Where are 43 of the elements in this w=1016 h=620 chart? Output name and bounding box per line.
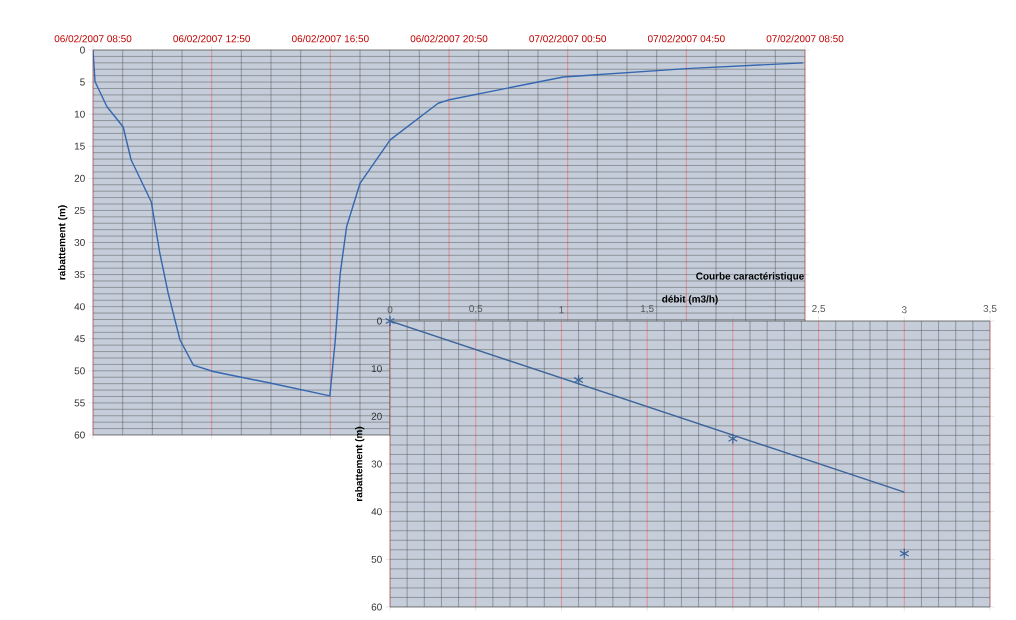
- x-axis-title: débit (m3/h): [662, 295, 718, 305]
- x-tick-label: 0,5: [469, 305, 483, 314]
- y-tick-label: 50: [371, 555, 382, 563]
- y-tick-label: 15: [74, 142, 85, 150]
- line-series: [93, 50, 804, 397]
- y-tick-label: 10: [74, 110, 85, 118]
- point: [727, 433, 738, 445]
- y-tick-label: 45: [74, 335, 85, 343]
- y-tick-label: 10: [371, 365, 382, 373]
- x-tick-label: 2,5: [812, 305, 826, 314]
- x-tick-label: 1: [559, 306, 564, 314]
- y-tick-label: 5: [80, 78, 85, 86]
- x-tick-label: 3,5: [983, 305, 997, 314]
- y-tick-label: 50: [74, 367, 85, 375]
- x-tick-label: 06/02/2007 12:50: [173, 34, 251, 43]
- x-tick-label: 06/02/2007 20:50: [410, 34, 488, 43]
- y-tick-label: 25: [74, 206, 85, 214]
- chart-title: Courbe caractéristique: [696, 272, 804, 282]
- x-tick-label: 06/02/2007 08:50: [54, 34, 132, 43]
- x-tick-label: 07/02/2007 00:50: [529, 34, 607, 43]
- y-axis-title: rabattement (m): [355, 426, 365, 501]
- y-tick-label: 55: [74, 399, 85, 407]
- y-tick-label: 20: [74, 174, 85, 182]
- x-tick-label: 3: [901, 306, 907, 314]
- x-tick-label: 07/02/2007 08:50: [766, 34, 844, 43]
- y-tick-label: 40: [371, 508, 382, 516]
- y-tick-label: 35: [74, 271, 85, 279]
- y-axis-title: rabattement (m): [58, 205, 68, 280]
- y-tick-label: 30: [371, 460, 382, 468]
- x-tick-label: 0: [387, 306, 393, 314]
- y-tick-label: 60: [371, 603, 382, 611]
- point: [899, 548, 910, 560]
- y-tick-label: 40: [74, 303, 85, 311]
- point: [385, 315, 395, 327]
- y-tick-label: 30: [74, 238, 85, 247]
- x-tick-label: 1,5: [640, 305, 654, 314]
- y-tick-label: 0: [80, 46, 85, 54]
- point: [573, 374, 584, 386]
- y-tick-label: 60: [74, 431, 85, 439]
- y-tick-label: 20: [371, 412, 382, 420]
- y-tick-label: 0: [377, 317, 382, 325]
- x-tick-label: 06/02/2007 16:50: [291, 34, 369, 43]
- x-tick-label: 07/02/2007 04:50: [647, 34, 725, 43]
